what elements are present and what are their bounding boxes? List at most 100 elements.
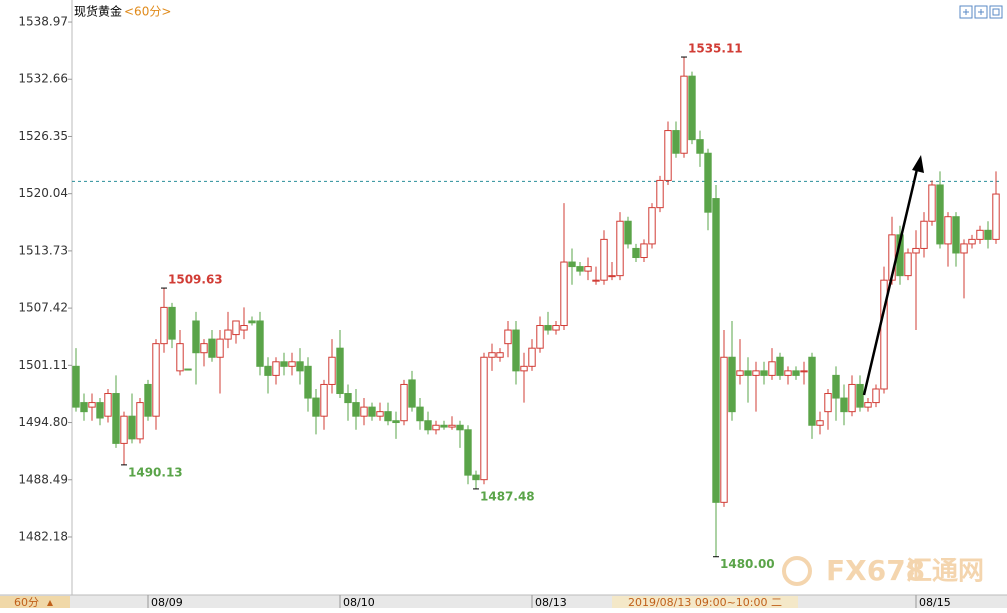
period-button-label[interactable]: 60分 [14, 596, 39, 609]
candle-body [472, 474, 480, 481]
y-tick-label: 1520.04 [18, 186, 68, 200]
candle-body [536, 325, 544, 349]
candle-body [720, 356, 728, 503]
candle-body [304, 365, 312, 399]
candle-body [400, 383, 408, 422]
extreme-label: 1480.00 [720, 557, 775, 571]
candle-body [176, 343, 184, 372]
candle-body [224, 329, 232, 340]
candle-body [736, 370, 744, 376]
candle-body [208, 338, 216, 358]
crosshair-label: 2019/08/13 09:00~10:00 二 [628, 596, 782, 608]
candle-body [80, 402, 88, 413]
candle-body [744, 370, 752, 376]
candle-body [96, 402, 104, 419]
y-tick-label: 1507.42 [18, 301, 68, 315]
candle-body [912, 247, 920, 254]
candle-body [104, 393, 112, 417]
candle-body [952, 216, 960, 254]
extreme-label: 1509.63 [168, 273, 223, 287]
candle-body [504, 329, 512, 345]
candle-body [456, 424, 464, 431]
candle-body [192, 320, 200, 354]
candle-body [712, 198, 720, 503]
fullscreen-icon[interactable] [989, 5, 1003, 19]
candle-body [632, 247, 640, 259]
period-label[interactable]: <60分> [124, 5, 171, 19]
candle-body [968, 238, 976, 245]
candle-body [344, 393, 352, 404]
candle-body [600, 238, 608, 281]
chart-title: 现货黄金 [74, 4, 122, 19]
candle-body [944, 216, 952, 245]
candle-body [664, 130, 672, 181]
candle-body [264, 365, 272, 376]
candle-body [120, 415, 128, 444]
zoom-in-glyph [963, 9, 969, 15]
watermark: FX678 汇通网 [782, 554, 984, 587]
candle-body [152, 343, 160, 417]
candle-body [544, 325, 552, 331]
candle-body [832, 374, 840, 399]
extreme-label: 1535.11 [688, 42, 743, 56]
candle-body [568, 261, 576, 268]
watermark-logo [782, 556, 812, 586]
candle-body [160, 306, 168, 345]
candle-body [776, 356, 784, 376]
candle-body [856, 383, 864, 408]
candle-body [440, 424, 448, 428]
candle-body [272, 361, 280, 376]
y-tick-label: 1526.35 [18, 129, 68, 143]
candle-body [88, 402, 96, 408]
candle-body [496, 352, 504, 358]
x-tick-label: 08/13 [535, 596, 567, 608]
candle-body [752, 370, 760, 376]
candle-body [376, 411, 384, 417]
candle-body [808, 356, 816, 426]
candle-body [936, 184, 944, 245]
candle-body [480, 356, 488, 481]
candle-body [328, 356, 336, 385]
candle-body [696, 139, 704, 154]
candle-body [728, 356, 736, 413]
candle-body [72, 365, 80, 408]
candle-body [592, 279, 600, 282]
candle-body [640, 243, 648, 259]
candle-body [672, 130, 680, 154]
candle-body [128, 415, 136, 440]
candle-body [360, 406, 368, 417]
x-tick-label: 08/09 [151, 596, 183, 608]
candle-body [928, 184, 936, 222]
candle-body [232, 320, 240, 336]
x-tick-label: 08/10 [343, 596, 375, 608]
candle-body [488, 352, 496, 358]
extreme-label: 1487.48 [480, 489, 535, 503]
candle-body [960, 243, 968, 254]
candle-body [680, 75, 688, 154]
candle-body [168, 306, 176, 340]
candle-body [792, 370, 800, 376]
toolbar-icons [959, 5, 1003, 19]
candle-body [768, 361, 776, 376]
candle-body [872, 388, 880, 404]
candle-body [920, 220, 928, 249]
candle-body [816, 420, 824, 426]
candle-body [656, 179, 664, 209]
y-tick-label: 1494.80 [18, 415, 68, 429]
candle-body [248, 320, 256, 324]
candle-body [136, 402, 144, 440]
candle-body [384, 411, 392, 422]
trend-arrow [862, 164, 920, 396]
candle-body [320, 383, 328, 417]
y-tick-label: 1501.11 [18, 358, 68, 372]
candle-body [840, 397, 848, 413]
candle-body [560, 261, 568, 327]
candle-body [200, 343, 208, 354]
candle-body [216, 338, 224, 358]
candle-body [240, 325, 248, 331]
fullscreen-glyph [992, 8, 1000, 16]
crosshair-label-box [612, 596, 798, 608]
candle-body [984, 229, 992, 240]
candle-body [432, 424, 440, 431]
candle-body [184, 368, 192, 371]
